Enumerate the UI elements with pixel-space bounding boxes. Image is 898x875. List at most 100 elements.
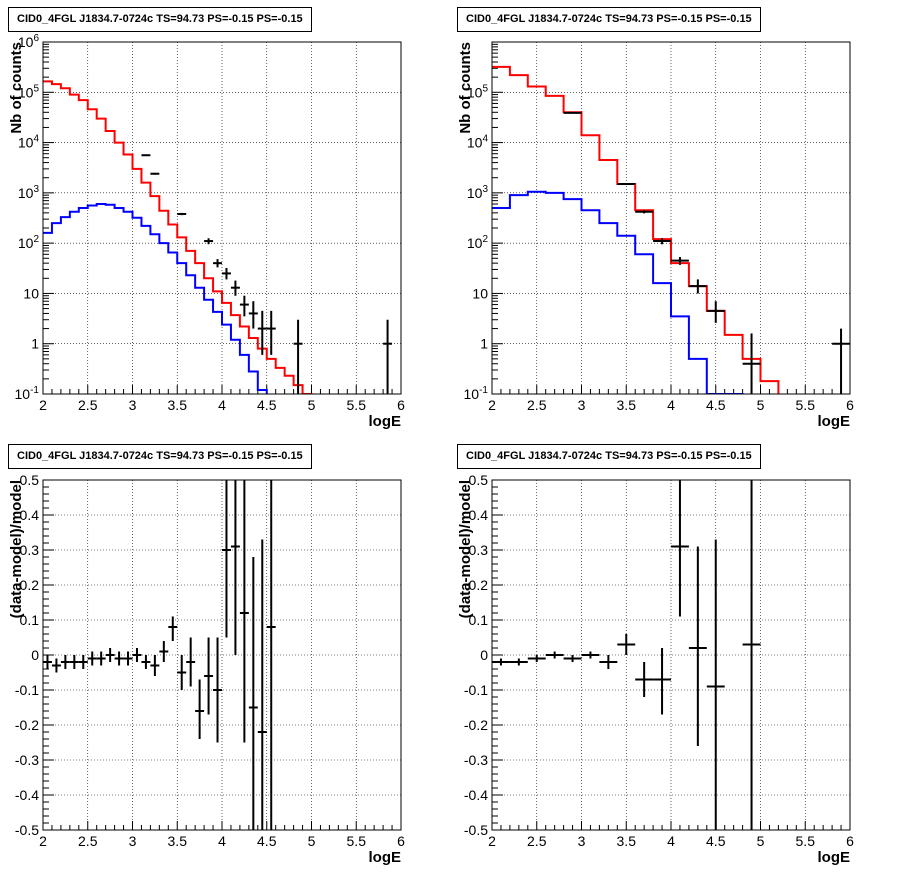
y-tick-label: 102: [467, 234, 489, 251]
x-tick-label: 3: [578, 833, 586, 849]
x-tick-label: 3.5: [617, 833, 637, 849]
x-tick-label: 2.5: [78, 833, 98, 849]
x-tick-label: 4: [667, 397, 675, 413]
x-tick-label: 2: [39, 397, 47, 413]
x-tick-label: 5: [308, 833, 316, 849]
x-tick-label: 4: [218, 397, 226, 413]
y-tick-label: -0.2: [464, 717, 488, 733]
y-tick-label: 0.1: [20, 612, 40, 628]
source_model-histogram: [492, 190, 744, 394]
x-tick-label: 2.5: [78, 397, 98, 413]
y-tick-label: 0.2: [20, 577, 40, 593]
x-tick-label: 5.5: [796, 833, 816, 849]
x-tick-label: 2: [39, 833, 47, 849]
x-tick-label: 5: [308, 397, 316, 413]
x-tick-label: 2.5: [527, 833, 547, 849]
x-tick-label: 2: [488, 397, 496, 413]
x-tick-label: 6: [397, 833, 405, 849]
x-tick-label: 5: [757, 397, 765, 413]
plot-area: [43, 80, 393, 394]
x-tick-label: 4: [667, 833, 675, 849]
y-tick-label: 106: [18, 33, 40, 50]
x-tick-label: 3: [129, 397, 137, 413]
x-tick-label: 4.5: [257, 397, 277, 413]
y-tick-label: 0.3: [20, 542, 40, 558]
x-tick-label: 2: [488, 833, 496, 849]
panel-title-top-left: CID0_4FGL J1834.7-0724c TS=94.73 PS=-0.1…: [8, 7, 312, 32]
panel-top-right: 2 2.5 3 3.5 4 4.5 5 5.5 6 10-1 1 10 102 103 104 105 logE…: [457, 41, 854, 430]
y-tick-label: 0.4: [469, 507, 489, 523]
y-tick-label: -0.3: [464, 752, 488, 768]
y-tick-label: -0.4: [464, 787, 488, 803]
x-tick-label: 3.5: [617, 397, 637, 413]
x-tick-label: 6: [846, 833, 854, 849]
y-tick-label: 102: [18, 234, 40, 251]
plot-area: [492, 480, 761, 830]
panel-bottom-right: 2 2.5 3 3.5 4 4.5 5 5.5 6 -0.5 -0.4 -0.3 -0.2 -0.1 0 0.…: [457, 472, 854, 866]
x-tick-label: 6: [846, 397, 854, 413]
y-tick-label: 103: [467, 184, 489, 201]
total_model-histogram: [492, 65, 780, 394]
y-tick-label: 1: [31, 336, 39, 352]
y-tick-label: -0.5: [15, 822, 39, 838]
y-tick-label: 0.1: [469, 612, 489, 628]
x-tick-label: 4.5: [706, 833, 726, 849]
total_model-histogram: [43, 80, 313, 394]
y-tick-label: -0.4: [15, 787, 39, 803]
y-tick-label: 1: [480, 336, 488, 352]
y-tick-label: 0.2: [469, 577, 489, 593]
plot-area: [492, 65, 850, 394]
x-axis-label: logE: [818, 413, 851, 430]
x-axis-label: logE: [818, 849, 851, 866]
plot-frame: [491, 479, 851, 831]
x-tick-label: 2.5: [527, 397, 547, 413]
panel-title-bottom-right: CID0_4FGL J1834.7-0724c TS=94.73 PS=-0.1…: [457, 444, 761, 469]
x-tick-label: 4: [218, 833, 226, 849]
y-tick-label: 10: [23, 285, 39, 301]
plot-frame: [42, 41, 402, 395]
plot-area: [43, 480, 276, 830]
x-tick-label: 5: [757, 833, 765, 849]
y-tick-label: 105: [18, 83, 40, 100]
x-tick-label: 3: [129, 833, 137, 849]
x-tick-label: 5.5: [347, 397, 367, 413]
x-axis-label: logE: [369, 849, 402, 866]
x-tick-label: 5.5: [796, 397, 816, 413]
y-tick-label: 0.5: [20, 472, 40, 488]
y-tick-label: 104: [467, 134, 489, 151]
plot-frame: [491, 41, 851, 395]
y-tick-label: -0.1: [15, 682, 39, 698]
y-tick-label: 0: [480, 647, 488, 663]
y-tick-label: 104: [18, 134, 40, 151]
y-tick-label: 103: [18, 184, 40, 201]
panel-bottom-left: 2 2.5 3 3.5 4 4.5 5 5.5 6 -0.5 -0.4 -0.3 -0.2 -0.1 0 0.…: [8, 472, 405, 866]
y-tick-label: 10-1: [15, 385, 40, 402]
y-axis-label: Nb of counts: [8, 42, 25, 134]
x-tick-label: 5.5: [347, 833, 367, 849]
x-tick-label: 3: [578, 397, 586, 413]
y-tick-label: -0.5: [464, 822, 488, 838]
y-tick-label: -0.2: [15, 717, 39, 733]
y-tick-label: 10-1: [464, 385, 489, 402]
panel-title-bottom-left: CID0_4FGL J1834.7-0724c TS=94.73 PS=-0.1…: [8, 444, 312, 469]
x-tick-label: 3.5: [168, 833, 188, 849]
y-tick-label: 0.3: [469, 542, 489, 558]
x-axis-label: logE: [369, 413, 402, 430]
y-tick-label: -0.1: [464, 682, 488, 698]
y-tick-label: 105: [467, 83, 489, 100]
panel-title-top-right: CID0_4FGL J1834.7-0724c TS=94.73 PS=-0.1…: [457, 7, 761, 32]
source_model-histogram: [43, 203, 268, 394]
panel-top-left: 2 2.5 3 3.5 4 4.5 5 5.5 6 10-1 1 10 102 103 104 105 106 l…: [8, 33, 405, 430]
y-tick-label: 10: [472, 285, 488, 301]
x-tick-label: 6: [397, 397, 405, 413]
x-tick-label: 4.5: [706, 397, 726, 413]
y-tick-label: -0.3: [15, 752, 39, 768]
x-tick-label: 3.5: [168, 397, 188, 413]
y-tick-label: 0: [31, 647, 39, 663]
y-axis-label: (data-model)/model: [457, 480, 474, 618]
y-axis-label: (data-model)/model: [8, 480, 25, 618]
x-tick-label: 4.5: [257, 833, 277, 849]
y-axis-label: Nb of counts: [457, 42, 474, 134]
plot-frame: [42, 479, 402, 831]
